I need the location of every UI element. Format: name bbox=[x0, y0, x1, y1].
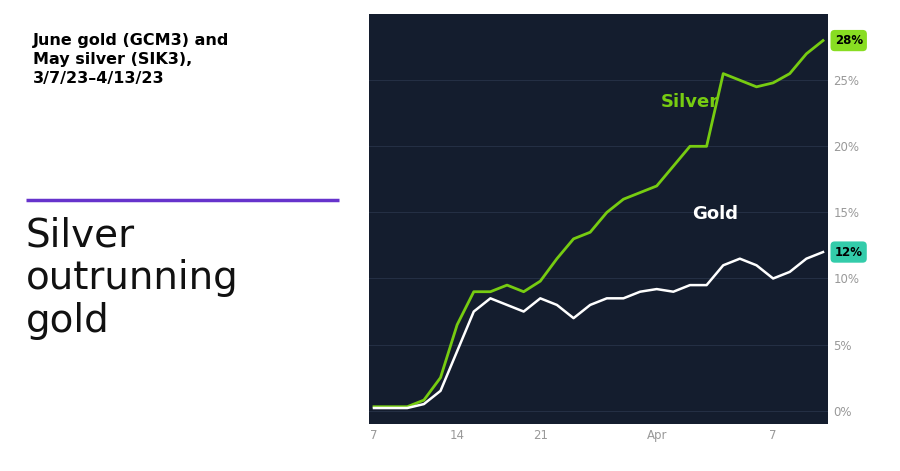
Text: 12%: 12% bbox=[834, 245, 863, 259]
Text: Gold: Gold bbox=[692, 205, 738, 223]
Text: June gold (GCM3) and
May silver (SIK3),
3/7/23–4/13/23: June gold (GCM3) and May silver (SIK3), … bbox=[32, 33, 230, 86]
Text: Silver
outrunning
gold: Silver outrunning gold bbox=[25, 217, 238, 340]
Text: 28%: 28% bbox=[834, 34, 863, 47]
Text: Silver: Silver bbox=[661, 93, 719, 111]
